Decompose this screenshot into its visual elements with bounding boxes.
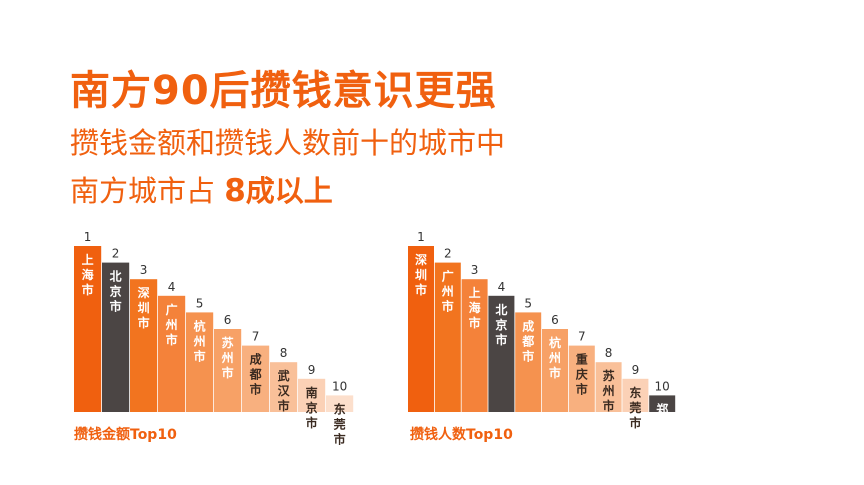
amount-rank-label-1: 1 [84, 230, 92, 244]
count-category-label-9: 东莞市 [629, 385, 641, 430]
count-rank-label-1: 1 [417, 230, 425, 244]
subtitle-line-2: 南方城市占 8成以上 [70, 168, 333, 210]
savings-amount-chart: 1 上海市 2 北京市 3 深圳市 4 广州市 5 杭州市 6 苏州市 7 成都市 8 武汉市 9 南京市 10 东莞… [74, 225, 356, 446]
amount-category-label-9: 南京市 [306, 385, 318, 430]
amount-bar-5 [186, 312, 214, 412]
amount-bar-8 [270, 362, 298, 412]
count-category-label-5: 成都市 [521, 318, 534, 363]
count-bar-1 [408, 246, 434, 412]
amount-rank-label-9: 9 [308, 363, 316, 377]
count-rank-label-6: 6 [551, 313, 559, 327]
count-bar-8 [595, 362, 622, 412]
amount-category-label-6: 苏州市 [221, 335, 234, 380]
amount-rank-label-2: 2 [112, 247, 120, 261]
amount-category-label-3: 深圳市 [138, 285, 150, 330]
savings-amount-chart-caption: 攒钱金额Top10 [74, 427, 177, 443]
amount-rank-label-6: 6 [224, 313, 232, 327]
count-bar-7 [568, 345, 595, 412]
amount-category-label-7: 成都市 [249, 352, 262, 397]
amount-rank-label-7: 7 [252, 330, 260, 344]
subtitle-line-2-number: 8 [224, 173, 246, 209]
amount-bar-6 [214, 329, 242, 412]
count-bar-4 [488, 295, 515, 412]
count-bar-9 [622, 378, 649, 412]
count-bar-10 [649, 395, 676, 412]
count-category-label-1: 深圳市 [415, 252, 427, 297]
savers-count-chart: 1 深圳市 2 广州市 3 上海市 4 北京市 5 成都市 6 杭州市 7 重庆市 8 苏州市 9 东莞市 10 郑州… [408, 225, 676, 446]
subtitle-line-2-text: 南方城市占 [70, 174, 225, 208]
amount-category-label-1: 上海市 [82, 252, 94, 297]
amount-category-label-8: 武汉市 [278, 368, 291, 413]
page-title: 南方90后攒钱意识更强 [70, 68, 497, 114]
amount-rank-label-8: 8 [280, 346, 288, 360]
amount-bar-9 [298, 378, 326, 412]
count-category-label-10: 郑州市 [655, 401, 668, 446]
savers-count-chart-caption: 攒钱人数Top10 [410, 427, 513, 443]
amount-bar-7 [242, 345, 270, 412]
amount-bar-2 [102, 262, 130, 412]
count-rank-label-7: 7 [578, 330, 586, 344]
count-rank-label-9: 9 [632, 363, 640, 377]
count-rank-label-3: 3 [471, 263, 479, 277]
amount-bar-3 [130, 279, 158, 412]
amount-category-label-4: 广州市 [165, 302, 178, 347]
count-bar-3 [461, 279, 488, 412]
count-category-label-3: 上海市 [469, 285, 481, 330]
subtitle-line-1: 攒钱金额和攒钱人数前十的城市中 [70, 126, 506, 160]
count-rank-label-2: 2 [444, 247, 452, 261]
amount-bar-4 [158, 295, 186, 412]
amount-rank-label-5: 5 [196, 296, 204, 310]
savers-count-chart-svg: 1 深圳市 2 广州市 3 上海市 4 北京市 5 成都市 6 杭州市 7 重庆市 8 苏州市 9 东莞市 10 郑州… [408, 230, 676, 446]
amount-category-label-5: 杭州市 [193, 318, 206, 363]
amount-category-label-2: 北京市 [110, 269, 122, 314]
count-rank-label-8: 8 [605, 346, 613, 360]
count-category-label-8: 苏州市 [602, 368, 615, 413]
subtitle-line-2-emphasis: 成以上 [245, 174, 333, 208]
count-category-label-6: 杭州市 [548, 335, 561, 380]
count-rank-label-10: 10 [655, 379, 670, 393]
count-rank-label-5: 5 [524, 296, 532, 310]
amount-rank-label-4: 4 [168, 280, 176, 294]
amount-bar-1 [74, 246, 102, 412]
savings-amount-chart-svg: 1 上海市 2 北京市 3 深圳市 4 广州市 5 杭州市 6 苏州市 7 成都市 8 武汉市 9 南京市 10 东莞… [74, 230, 354, 446]
amount-rank-label-10: 10 [332, 379, 347, 393]
count-bar-5 [515, 312, 542, 412]
count-category-label-7: 重庆市 [575, 352, 588, 397]
amount-bar-10 [326, 395, 354, 412]
amount-category-label-10: 东莞市 [334, 401, 346, 446]
count-bar-6 [542, 329, 568, 412]
count-category-label-2: 广州市 [441, 269, 454, 314]
count-rank-label-4: 4 [498, 280, 506, 294]
count-category-label-4: 北京市 [495, 302, 507, 347]
amount-rank-label-3: 3 [140, 263, 148, 277]
count-bar-2 [434, 262, 461, 412]
